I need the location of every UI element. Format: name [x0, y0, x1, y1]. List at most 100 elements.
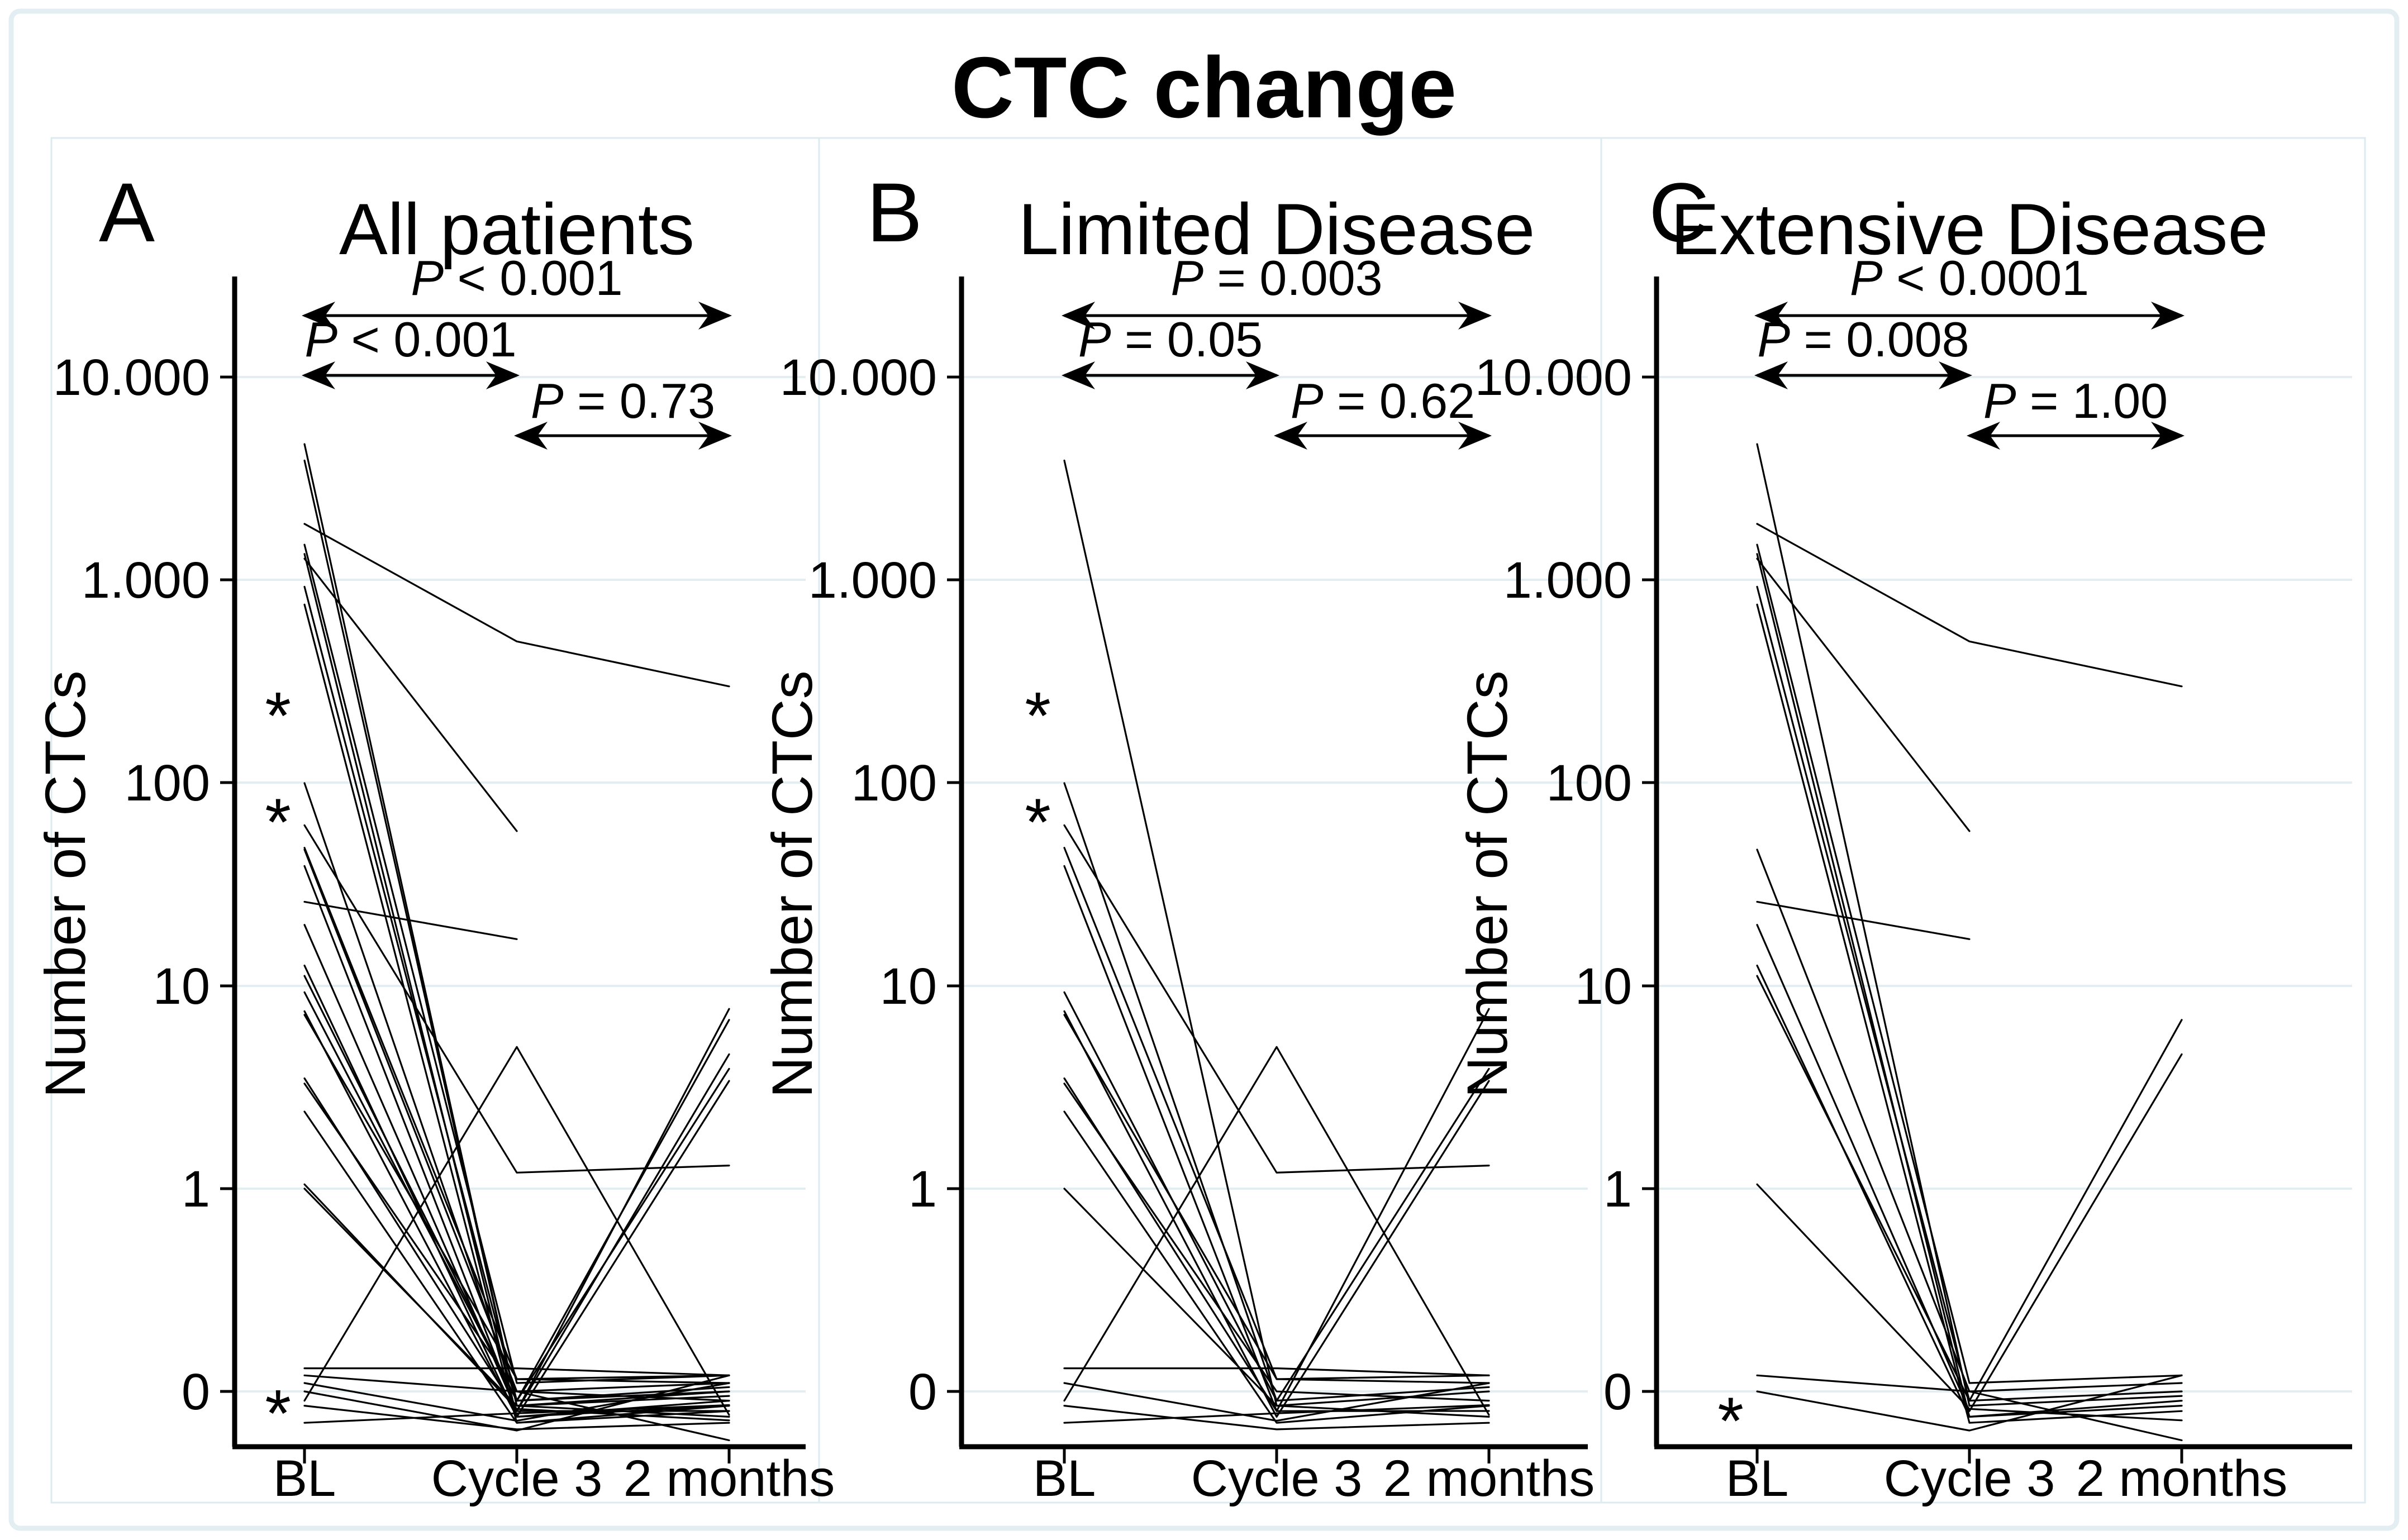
panel-b-xtick-label: 2 months	[1383, 1450, 1595, 1507]
panel-c-patient-line	[1756, 1374, 2183, 1432]
panel-c-xtick-label: Cycle 3	[1884, 1450, 2055, 1507]
panel-b-xtick-label: Cycle 3	[1191, 1450, 1363, 1507]
panel-a-patient-line	[303, 523, 730, 688]
panel-a-patient-line	[303, 1405, 730, 1431]
panel-b-p-value-label: P = 0.62	[1291, 373, 1475, 428]
panel-c-ytick-label: 1.000	[1503, 552, 1632, 609]
panel-c-ytick-label: 0	[1603, 1363, 1632, 1420]
panel-c-patient-line	[1756, 964, 2183, 1418]
panel-b-patient-line	[1063, 1008, 1490, 1412]
panel-c-patient-line	[1756, 1374, 2183, 1442]
panel-a-patient-line	[303, 1046, 730, 1416]
panel-b-p-value-label: P = 0.003	[1170, 250, 1382, 306]
panel-a-patient-line	[303, 1183, 730, 1422]
panel-b-patient-line	[1063, 1382, 1490, 1422]
panel-c-title: Extensive Disease	[1671, 188, 2268, 270]
panel-b-patient-line	[1063, 1014, 1490, 1384]
panel-a-patient-line	[303, 975, 730, 1402]
panel-b-patient-line	[1063, 1404, 1490, 1424]
panel-a-patient-line	[303, 585, 730, 1402]
panel-b-patient-line	[1063, 865, 1490, 1412]
panel-b-title: Limited Disease	[1019, 188, 1535, 270]
panel-b-patient-line	[1063, 1083, 1490, 1402]
panel-a-ytick-label: 1	[182, 1161, 210, 1218]
outer-frame	[8, 8, 2400, 1531]
panel-a-patient-line	[303, 1374, 730, 1442]
panel-a-patient-line	[303, 543, 730, 1384]
panel-b-patient-line	[1063, 824, 1490, 1174]
panel-b-patient-line	[1063, 1110, 1490, 1424]
panel-a-ytick-label: 100	[125, 755, 211, 812]
panel-b-ytick-label: 10.000	[780, 349, 937, 406]
panel-b-patient-line	[1063, 1010, 1490, 1418]
panel-a-patient-line	[303, 1014, 730, 1384]
panel-a-censor-asterisk: *	[265, 1376, 291, 1451]
panel-b-letter: B	[867, 165, 922, 259]
panel-a-xtick-label: BL	[273, 1450, 336, 1507]
panel-a-patient-line	[303, 964, 730, 1418]
panel-c-patient-line	[1756, 443, 2183, 1407]
panel-c-ytick-label: 1	[1603, 1161, 1632, 1218]
panel-b-xtick-label: BL	[1033, 1450, 1096, 1507]
panel-b-censor-asterisk: *	[1025, 785, 1051, 860]
figure-title: CTC change	[951, 39, 1457, 136]
panel-a-ylabel: Number of CTCs	[34, 670, 97, 1098]
panel-a-patient-line	[303, 603, 730, 1424]
panel-a-p-value-label: P = 0.73	[531, 373, 715, 428]
panel-b-censor-asterisk: *	[1025, 678, 1051, 753]
panel-a-patient-line	[303, 900, 518, 940]
panel-b-ytick-label: 1	[908, 1161, 937, 1218]
panel-c-patient-line	[1756, 543, 2183, 1384]
panel-a-patient-line	[303, 1367, 730, 1376]
panel-a-title: All patients	[339, 188, 694, 270]
panel-c-patient-line	[1756, 924, 2183, 1412]
panel-c-ytick-label: 10.000	[1475, 349, 1632, 406]
panel-a-ytick-label: 10.000	[53, 349, 210, 406]
panel-a-p-value-label: P < 0.001	[304, 312, 516, 367]
panel-b-ylabel: Number of CTCs	[760, 670, 824, 1098]
panel-c-patient-line	[1756, 585, 2183, 1402]
panel-a-patient-line	[303, 459, 730, 1407]
panel-a-ytick-label: 0	[182, 1363, 210, 1420]
panel-c-patient-line	[1756, 1183, 2183, 1422]
panel-b-patient-line	[1063, 991, 1490, 1402]
panel-c-p-value-label: P = 0.008	[1757, 312, 1969, 367]
panel-c-patient-line	[1756, 557, 1971, 832]
panel-a-ytick-label: 10	[153, 958, 210, 1015]
panel-a-p-value-label: P < 0.001	[411, 250, 622, 306]
panel-a-letter: A	[99, 165, 155, 259]
panel-c-censor-asterisk: *	[1717, 1384, 1744, 1458]
panel-b-patient-line	[1063, 1188, 1490, 1418]
panel-c-ytick-label: 100	[1546, 755, 1633, 812]
panel-b-patient-line	[1063, 782, 1490, 1402]
panel-c-xtick-label: BL	[1726, 1450, 1789, 1507]
panel-b-ytick-label: 0	[908, 1363, 937, 1420]
panel-a-censor-asterisk: *	[265, 785, 291, 860]
panel-b-ytick-label: 10	[880, 958, 937, 1015]
panel-c-patient-line	[1756, 523, 2183, 688]
panel-c-p-value-label: P < 0.0001	[1850, 250, 2089, 306]
panel-a-patient-line	[303, 991, 730, 1402]
panel-a-xtick-label: Cycle 3	[431, 1450, 603, 1507]
panel-b-patient-line	[1063, 1405, 1490, 1431]
panel-c-ylabel: Number of CTCs	[1455, 670, 1519, 1098]
panel-c-patient-line	[1756, 900, 1971, 940]
panel-row-border	[50, 137, 2366, 1504]
panel-a-patient-line	[303, 1374, 730, 1432]
panel-b-p-value-label: P = 0.05	[1078, 312, 1263, 367]
panel-a-patient-line	[303, 782, 730, 1402]
panel-b-ytick-label: 1.000	[808, 552, 937, 609]
panel-a-patient-line	[303, 824, 730, 1174]
panel-c-patient-line	[1756, 603, 2183, 1424]
panel-a-patient-line	[303, 443, 730, 1407]
panel-a-patient-line	[303, 924, 730, 1412]
panel-a-xtick-label: 2 months	[624, 1450, 835, 1507]
panel-c-p-value-label: P = 1.00	[1983, 373, 2168, 428]
panel-a-patient-line	[303, 865, 730, 1412]
panel-c-patient-line	[1756, 975, 2183, 1402]
panel-a-censor-asterisk: *	[265, 678, 291, 753]
